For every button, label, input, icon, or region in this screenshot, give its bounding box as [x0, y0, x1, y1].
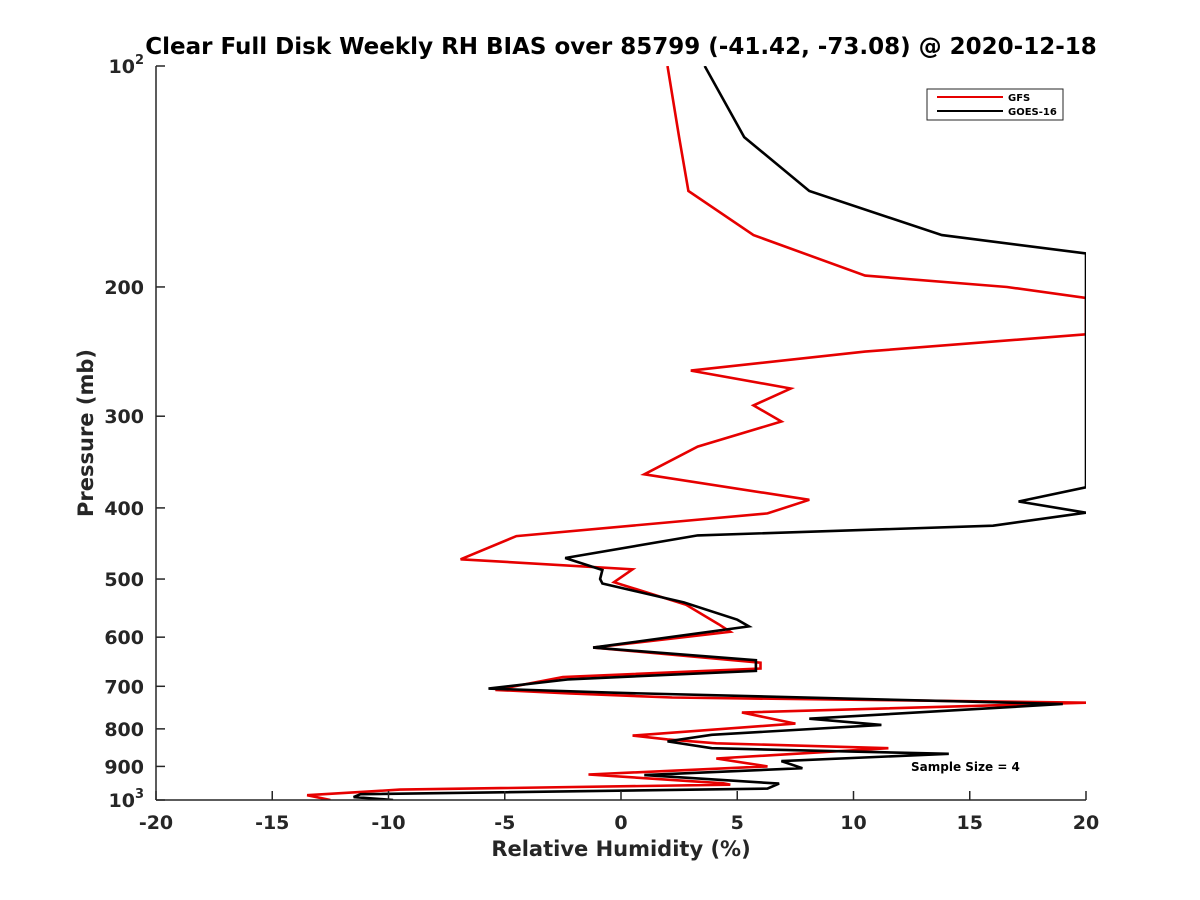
x-tick-label: 5 — [731, 812, 744, 834]
x-tick-label: 15 — [957, 812, 983, 834]
y-axis-label: Pressure (mb) — [74, 349, 98, 517]
series-layer — [306, 66, 1086, 800]
legend-label-goes16: GOES-16 — [1008, 107, 1057, 118]
x-tick-label: -10 — [371, 812, 405, 834]
legend-label-gfs: GFS — [1008, 93, 1030, 104]
y-tick-label: 200 — [104, 277, 144, 299]
y-tick-label: 600 — [104, 627, 144, 649]
x-tick-label: 10 — [840, 812, 866, 834]
x-tick-label: 0 — [614, 812, 627, 834]
y-tick-label: 400 — [104, 498, 144, 520]
y-tick-label: 103 — [109, 787, 145, 812]
y-tick-label: 800 — [104, 719, 144, 741]
x-tick-label: -20 — [139, 812, 173, 834]
chart-title: Clear Full Disk Weekly RH BIAS over 8579… — [145, 34, 1097, 60]
x-axis-ticks: -20 -15 -10 -5 0 5 10 15 20 — [139, 791, 1099, 834]
y-tick-label: 300 — [104, 406, 144, 428]
series-line-gfs — [306, 66, 1086, 800]
x-tick-label: -5 — [494, 812, 515, 834]
axes — [155, 66, 1086, 801]
y-tick-label: 900 — [104, 756, 144, 778]
x-axis-label: Relative Humidity (%) — [491, 837, 750, 861]
y-tick-label: 102 — [109, 53, 145, 78]
y-tick-label: 500 — [104, 569, 144, 591]
y-axis-ticks: 102 200 300 400 500 600 700 800 900 103 — [104, 53, 165, 812]
series-line-goes-16 — [353, 66, 1086, 800]
x-tick-label: 20 — [1073, 812, 1099, 834]
y-tick-label: 700 — [104, 676, 144, 698]
x-tick-label: -15 — [255, 812, 289, 834]
legend: GFS GOES-16 — [926, 88, 1064, 121]
legend-box — [926, 88, 1064, 121]
sample-size-annotation: Sample Size = 4 — [911, 760, 1020, 774]
